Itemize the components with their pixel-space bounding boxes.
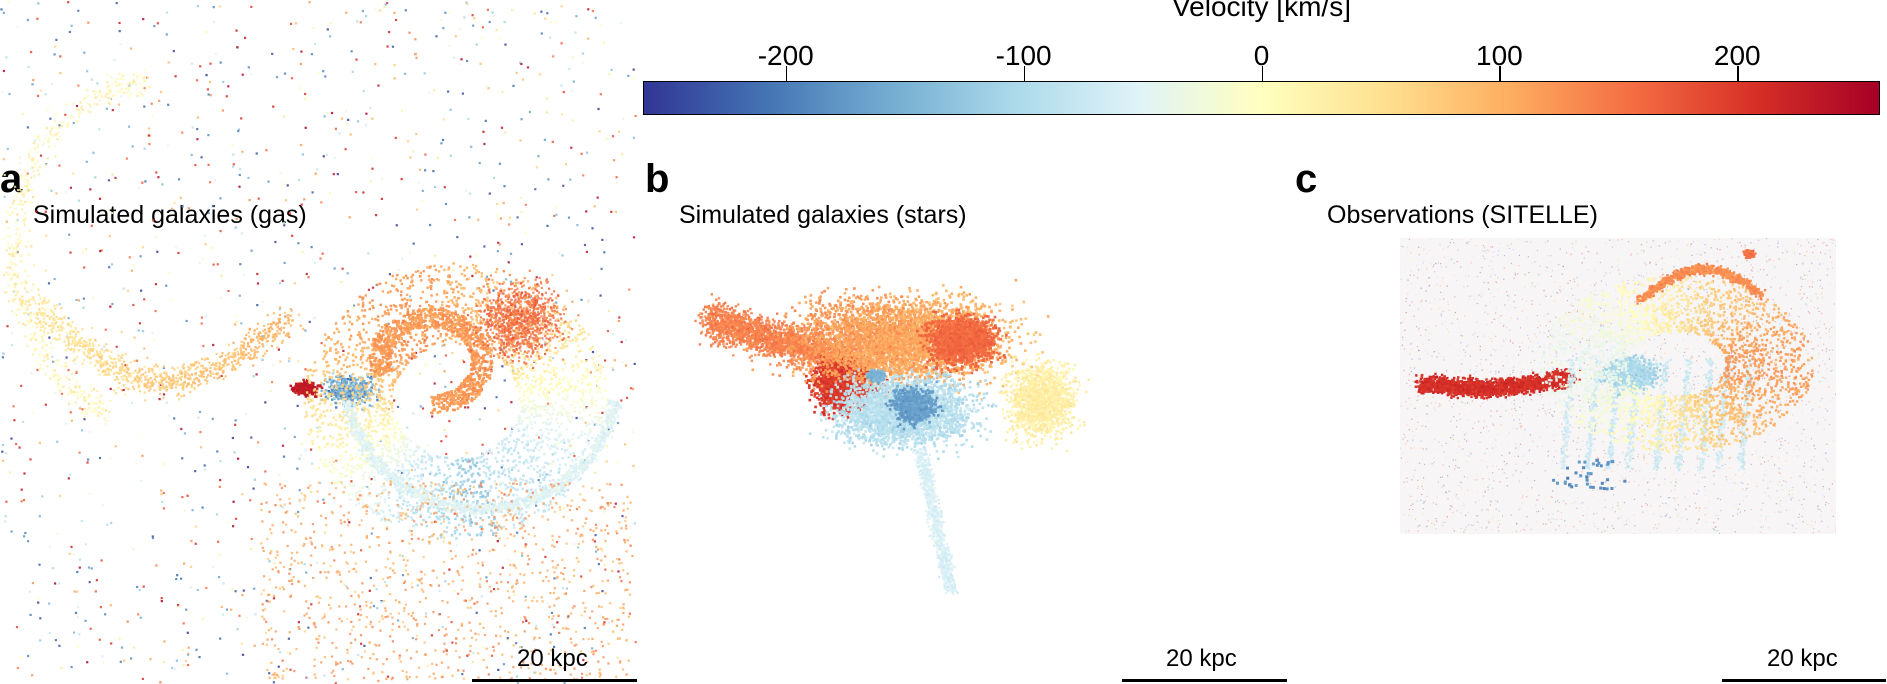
- colorbar-tick-label: 100: [1476, 40, 1523, 72]
- panel-a-scale-label: 20 kpc: [517, 645, 588, 673]
- panel-c-scale-label: 20 kpc: [1767, 645, 1838, 673]
- panel-c-title: Observations (SITELLE): [1327, 201, 1598, 230]
- panel-b-stars-velocity-map: [694, 278, 1090, 595]
- panel-b-title: Simulated galaxies (stars): [679, 201, 967, 230]
- colorbar-tick: [1499, 66, 1501, 81]
- colorbar-tick: [1261, 66, 1263, 81]
- panel-a-title: Simulated galaxies (gas): [33, 201, 307, 230]
- panel-c-sitelle-observation-map: [1400, 238, 1836, 534]
- colorbar-title-container: Velocity [km/s]: [640, 0, 1883, 40]
- colorbar-tick-label: 0: [1254, 40, 1270, 72]
- panel-a-gas-velocity-map: [0, 1, 637, 684]
- panel-c-letter: c: [1295, 157, 1317, 202]
- colorbar-tick: [785, 66, 788, 81]
- panel-a-scale-bar: [472, 679, 637, 682]
- colorbar-title: Velocity [km/s]: [640, 0, 1883, 23]
- colorbar-tick-label: 200: [1714, 40, 1761, 72]
- panel-b-scale-label: 20 kpc: [1166, 645, 1237, 673]
- colorbar-tick: [1737, 66, 1739, 81]
- panel-c-scale-bar: [1722, 679, 1886, 682]
- colorbar-tick-label: -200: [758, 40, 814, 72]
- panel-b-letter: b: [645, 157, 669, 202]
- velocity-colorbar: [643, 81, 1880, 115]
- panel-b-scale-bar: [1122, 679, 1287, 682]
- panel-a-letter: a: [0, 157, 22, 202]
- colorbar-tick-label: -100: [996, 40, 1052, 72]
- colorbar-tick: [1023, 66, 1026, 81]
